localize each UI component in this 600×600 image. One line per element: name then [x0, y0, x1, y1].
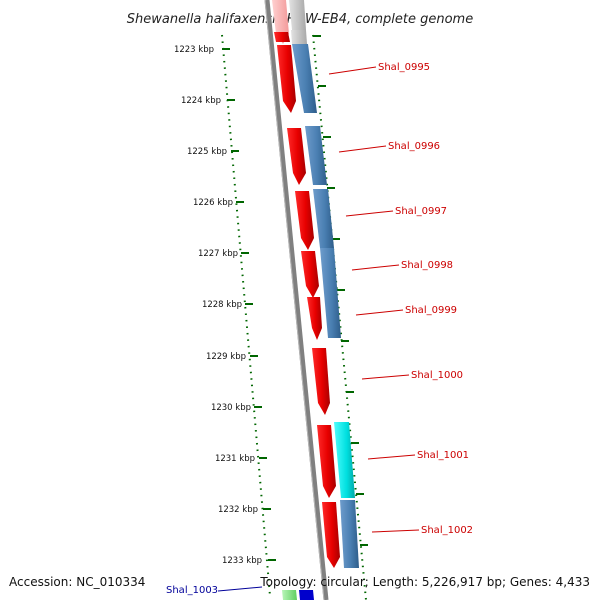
kbp-tick-label: 1223 kbp [174, 45, 214, 55]
gene-label[interactable]: Shal_0997 [395, 206, 447, 217]
gene-block[interactable] [305, 126, 327, 185]
gene-arrow[interactable] [301, 251, 319, 298]
gene-label[interactable]: Shal_1001 [417, 450, 469, 461]
reverse-strand-genes [282, 0, 359, 600]
gene-arrow[interactable] [307, 297, 322, 340]
kbp-tick: 1229 kbp [206, 352, 258, 362]
gene-label[interactable]: Shal_1000 [411, 370, 463, 381]
gene-label[interactable]: Shal_0998 [401, 260, 453, 271]
kbp-tick-label: 1233 kbp [222, 556, 262, 566]
kbp-tick: 1231 kbp [215, 454, 267, 464]
kbp-tick-label: 1226 kbp [193, 198, 233, 208]
gene-arrow[interactable] [295, 191, 314, 250]
kbp-ticks: 1223 kbp 1224 kbp 1225 kbp 1226 kbp 1227… [174, 45, 276, 566]
kbp-tick: 1232 kbp [218, 505, 271, 515]
bottom-gene-label[interactable]: Shal_1003 [166, 585, 218, 596]
gene-labels: Shal_0995 Shal_0996 Shal_0997 Shal_0998 … [378, 62, 473, 536]
gene-block[interactable] [291, 30, 307, 44]
gene-block[interactable] [340, 500, 359, 568]
gene-block[interactable] [313, 189, 334, 248]
genome-summary-text: Topology: circular; Length: 5,226,917 bp… [259, 575, 590, 589]
kbp-tick-label: 1230 kbp [211, 403, 251, 413]
kbp-tick-label: 1232 kbp [218, 505, 258, 515]
genome-backbone [264, 0, 329, 600]
kbp-tick: 1230 kbp [211, 403, 262, 413]
outer-ticks [313, 35, 368, 546]
gene-arrow[interactable] [312, 348, 330, 415]
kbp-tick: 1225 kbp [187, 147, 239, 157]
gene-label[interactable]: Shal_1002 [421, 525, 473, 536]
gene-label[interactable]: Shal_0995 [378, 62, 430, 73]
kbp-tick: 1228 kbp [202, 300, 253, 310]
gene-arrow[interactable] [322, 502, 340, 568]
kbp-tick: 1233 kbp [222, 556, 276, 566]
gene-arrow[interactable] [287, 128, 306, 185]
kbp-tick: 1227 kbp [198, 249, 249, 259]
gene-block[interactable] [292, 44, 317, 113]
kbp-tick-label: 1227 kbp [198, 249, 238, 259]
kbp-tick-label: 1231 kbp [215, 454, 255, 464]
gene-block-bottom[interactable] [299, 590, 314, 600]
bottom-gene-leader [217, 586, 263, 592]
gene-block-partial-top[interactable] [289, 0, 306, 30]
kbp-tick: 1226 kbp [193, 198, 244, 208]
kbp-tick-label: 1225 kbp [187, 147, 227, 157]
kbp-tick-label: 1228 kbp [202, 300, 242, 310]
kbp-tick: 1223 kbp [174, 45, 230, 55]
gene-arrow[interactable] [277, 45, 296, 113]
gene-label-leaders [328, 66, 420, 533]
gene-block-bottom-green[interactable] [282, 590, 297, 600]
gene-block-highlighted[interactable] [334, 422, 355, 498]
kbp-tick-label: 1229 kbp [206, 352, 246, 362]
gene-label[interactable]: Shal_0999 [405, 305, 457, 316]
kbp-tick: 1224 kbp [181, 96, 235, 106]
forward-strand-genes [272, 0, 340, 568]
accession-text: Accession: NC_010334 [9, 575, 145, 589]
gene-arrow[interactable] [317, 425, 336, 498]
gene-arrow[interactable] [274, 32, 290, 42]
gene-label[interactable]: Shal_0996 [388, 141, 440, 152]
gene-block[interactable] [320, 248, 341, 338]
scale-ring [221, 34, 271, 597]
kbp-tick-label: 1224 kbp [181, 96, 221, 106]
